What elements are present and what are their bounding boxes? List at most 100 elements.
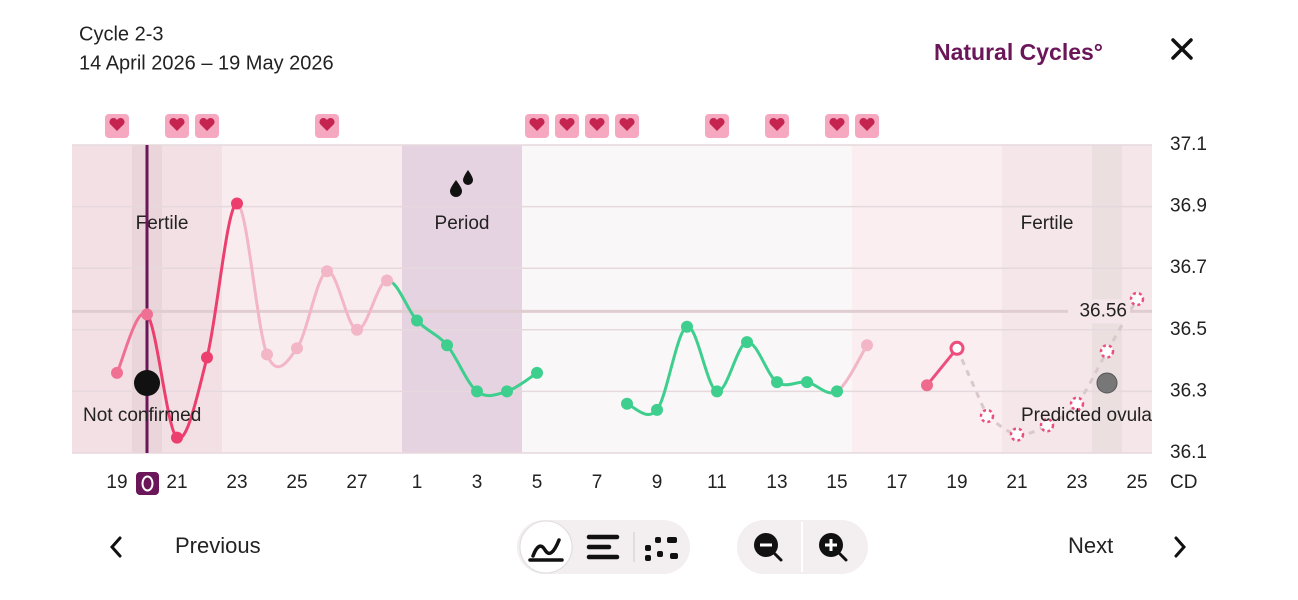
y-tick-label: 36.7	[1170, 257, 1207, 278]
x-tick-label: 19	[106, 472, 127, 493]
temperature-point	[771, 376, 783, 389]
temperature-point	[291, 342, 303, 355]
predicted-point	[979, 408, 995, 424]
heart-icon	[769, 117, 785, 131]
y-tick-label: 36.9	[1170, 196, 1207, 217]
temperature-point	[711, 385, 723, 398]
next-button[interactable]: Next	[1068, 533, 1187, 558]
heart-icon	[829, 117, 845, 131]
y-tick-label: 37.1	[1170, 134, 1207, 155]
temperature-line	[145, 313, 179, 439]
temperature-point	[411, 314, 423, 327]
predicted-ovulation-label: Predicted ovula	[1021, 405, 1152, 426]
cycle-title: Cycle 2-3	[79, 23, 163, 45]
x-tick-label: 9	[652, 472, 663, 493]
temperature-point	[321, 265, 333, 278]
list-view-button[interactable]	[586, 534, 620, 560]
x-tick-label: 3	[472, 472, 483, 493]
temperature-point	[201, 351, 213, 364]
predicted-point	[1129, 291, 1145, 307]
phase-bands	[72, 145, 1152, 453]
heart-icon	[859, 117, 875, 131]
brand-logo: Natural Cycles°	[934, 39, 1103, 65]
not-confirmed-label: Not confirmed	[83, 405, 201, 426]
x-tick-label: 15	[826, 472, 847, 493]
drop-icon	[450, 170, 473, 197]
temperature-point	[621, 397, 633, 410]
x-tick-label: 21	[166, 472, 187, 493]
temperature-point	[531, 366, 543, 379]
plot	[111, 197, 1145, 444]
temperature-point	[861, 339, 873, 352]
temperature-point	[111, 366, 123, 379]
temperature-point	[171, 431, 183, 444]
intercourse-markers	[105, 114, 879, 138]
x-tick-label: 25	[1126, 472, 1147, 493]
temperature-point	[801, 376, 813, 389]
graph-icon	[528, 538, 564, 562]
temperature-point	[501, 385, 513, 398]
y-tick-label: 36.5	[1170, 319, 1207, 340]
y-tick-label: 36.1	[1170, 442, 1207, 463]
temperature-point	[921, 379, 933, 392]
predicted-point	[1069, 396, 1085, 411]
temperature-line	[235, 202, 269, 356]
temperature-point	[831, 385, 843, 398]
heart-icon	[589, 117, 605, 131]
x-tick-label: 1	[412, 472, 423, 493]
graph-view-button[interactable]	[519, 520, 573, 574]
cover-line-label: 36.56	[1079, 300, 1127, 321]
predicted-ovulation-marker	[1096, 372, 1118, 394]
temperature-point	[471, 385, 483, 398]
temperature-point	[651, 403, 663, 416]
prediction-connector	[955, 347, 989, 417]
x-tick-label: 7	[592, 472, 603, 493]
heart-icon	[319, 117, 335, 131]
heart-icon	[709, 117, 725, 131]
temperature-point	[261, 348, 273, 361]
heart-icon	[529, 117, 545, 131]
predicted-point	[1039, 418, 1055, 433]
period-label: Period	[435, 213, 490, 234]
previous-button[interactable]: Previous	[109, 533, 261, 558]
today-badge	[136, 472, 159, 495]
heart-icon	[109, 117, 125, 131]
x-tick-label: 17	[886, 472, 907, 493]
scatter-view-button[interactable]	[645, 537, 678, 561]
fertile-label: Fertile	[1021, 213, 1074, 234]
ovulation-marker	[134, 370, 160, 396]
previous-label: Previous	[175, 533, 261, 558]
fertile-label: Fertile	[136, 213, 189, 234]
x-tick-label: 25	[286, 472, 307, 493]
y-tick-label: 36.3	[1170, 380, 1207, 401]
x-tick-label: 23	[1066, 472, 1087, 493]
next-label: Next	[1068, 533, 1113, 558]
close-button[interactable]	[1171, 38, 1193, 60]
predicted-point	[1099, 344, 1115, 359]
heart-icon	[559, 117, 575, 131]
x-tick-label: 23	[226, 472, 247, 493]
temperature-point	[231, 197, 243, 210]
x-tick-label: 13	[766, 472, 787, 493]
date-range: 14 April 2026 – 19 May 2026	[79, 52, 334, 74]
x-axis-label: CD	[1170, 472, 1197, 493]
x-tick-label: 5	[532, 472, 543, 493]
x-tick-label: 27	[346, 472, 367, 493]
temperature-point	[141, 308, 153, 321]
zoom-out-button[interactable]	[754, 533, 783, 562]
x-tick-label: 11	[707, 472, 727, 493]
x-tick-label: 19	[946, 472, 967, 493]
temperature-point	[381, 274, 393, 287]
heart-icon	[169, 117, 185, 131]
heart-icon	[199, 117, 215, 131]
heart-icon	[619, 117, 635, 131]
x-tick-label: 21	[1006, 472, 1027, 493]
temperature-point	[741, 336, 753, 349]
temperature-point	[441, 339, 453, 352]
temperature-point	[681, 320, 693, 333]
temperature-point	[351, 323, 363, 336]
predicted-point	[1009, 427, 1025, 442]
cover-line-label-bg	[1068, 299, 1130, 324]
zoom-in-button[interactable]	[819, 533, 848, 562]
